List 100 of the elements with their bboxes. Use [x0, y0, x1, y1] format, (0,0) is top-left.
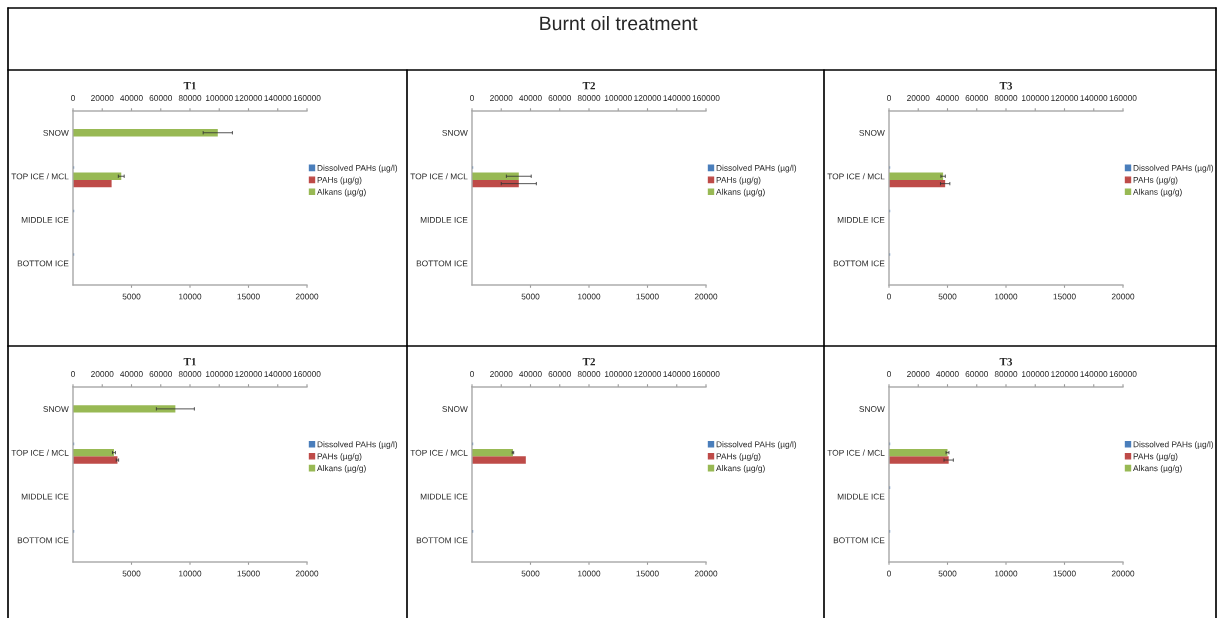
legend-label: PAHs (µg/g)	[716, 453, 761, 461]
y-tick-label: BOTTOM ICE	[416, 260, 468, 267]
y-tick-label: BOTTOM ICE	[17, 537, 69, 544]
y-tick-label: SNOW	[43, 129, 69, 136]
legend-label: PAHs (µg/g)	[1133, 176, 1178, 185]
x2-tick-label: 120000	[634, 371, 662, 378]
x2-tick-label: 20000	[91, 95, 114, 102]
x-tick-label: 5000	[938, 293, 957, 300]
x2-tick-label: 100000	[604, 95, 632, 102]
y-tick-label: BOTTOM ICE	[833, 537, 885, 544]
x2-tick-label: 40000	[936, 95, 959, 102]
x-tick-label: 5000	[521, 293, 540, 300]
x2-tick-label: 0	[71, 95, 75, 102]
x-tick-label: 5000	[521, 570, 540, 577]
x2-tick-label: 100000	[205, 371, 233, 378]
x-tick-label: 5000	[122, 570, 141, 577]
x-tick-label: 10000	[578, 293, 601, 300]
y-tick-label: MIDDLE ICE	[420, 493, 468, 500]
legend-label: Dissolved PAHs (µg/l)	[716, 441, 797, 449]
x2-tick-label: 160000	[1109, 95, 1137, 102]
y-tick-label: BOTTOM ICE	[416, 537, 468, 544]
x2-tick-label: 20000	[490, 95, 513, 102]
x2-tick-label: 60000	[965, 95, 989, 102]
x2-tick-label: 20000	[490, 371, 513, 378]
x-tick-label: 15000	[237, 570, 260, 577]
y-tick-label: BOTTOM ICE	[17, 260, 69, 267]
y-tick-label: MIDDLE ICE	[21, 216, 69, 223]
x-tick-label: 5000	[938, 570, 957, 577]
x2-tick-label: 160000	[293, 371, 321, 378]
x-tick-label: 15000	[1053, 570, 1076, 577]
x2-tick-label: 60000	[149, 371, 173, 378]
x2-tick-label: 100000	[1021, 95, 1049, 102]
x-tick-label: 0	[887, 293, 891, 300]
x-tick-label: 20000	[295, 293, 319, 300]
x2-tick-label: 0	[71, 371, 75, 378]
x2-tick-label: 0	[887, 371, 891, 378]
y-tick-label: SNOW	[43, 406, 69, 412]
x-tick-label: 10000	[179, 293, 202, 300]
x2-tick-label: 120000	[235, 95, 263, 102]
chart-title: T3	[999, 81, 1013, 90]
legend-label: PAHs (µg/g)	[716, 176, 761, 185]
x2-tick-label: 80000	[994, 371, 1018, 378]
x-tick-label: 20000	[1111, 293, 1135, 300]
y-tick-label: BOTTOM ICE	[833, 260, 885, 267]
y-tick-label: MIDDLE ICE	[837, 493, 885, 500]
legend-label: PAHs (µg/g)	[317, 453, 362, 461]
x2-tick-label: 20000	[907, 371, 930, 378]
x2-tick-label: 120000	[634, 95, 662, 102]
x-tick-label: 20000	[295, 570, 319, 577]
x-tick-label: 20000	[694, 570, 718, 577]
x2-tick-label: 140000	[1080, 95, 1108, 102]
x2-tick-label: 160000	[293, 95, 321, 102]
x2-tick-label: 80000	[577, 371, 601, 378]
x2-tick-label: 140000	[264, 95, 292, 102]
x2-tick-label: 0	[470, 95, 474, 102]
chart-title: T3	[999, 357, 1013, 366]
x2-tick-label: 60000	[548, 371, 572, 378]
x2-tick-label: 140000	[663, 371, 691, 378]
x-tick-label: 20000	[694, 293, 718, 300]
x2-tick-label: 100000	[205, 95, 233, 102]
legend-label: Dissolved PAHs (µg/l)	[1133, 441, 1214, 449]
legend-label: Dissolved PAHs (µg/l)	[1133, 164, 1214, 173]
x2-tick-label: 100000	[604, 371, 632, 378]
chart-title: T2	[582, 81, 596, 90]
legend-label: Dissolved PAHs (µg/l)	[317, 164, 398, 173]
x2-tick-label: 160000	[692, 371, 720, 378]
x2-tick-label: 140000	[264, 371, 292, 378]
x2-tick-label: 0	[470, 371, 474, 378]
y-tick-label: MIDDLE ICE	[420, 216, 468, 223]
x-tick-label: 10000	[179, 570, 202, 577]
y-tick-label: TOP ICE / MCL	[11, 449, 69, 456]
x2-tick-label: 140000	[663, 95, 691, 102]
text: Burnt oil treatment	[540, 15, 698, 31]
legend-label: PAHs (µg/g)	[317, 176, 362, 185]
x2-tick-label: 140000	[1080, 371, 1108, 378]
legend-label: Alkans (µg/g)	[317, 465, 366, 473]
x2-tick-label: 60000	[149, 95, 173, 102]
x2-tick-label: 60000	[548, 95, 572, 102]
x2-tick-label: 80000	[577, 95, 601, 102]
x2-tick-label: 80000	[178, 371, 202, 378]
x2-tick-label: 0	[887, 95, 891, 102]
x-tick-label: 15000	[1053, 293, 1076, 300]
x-tick-label: 10000	[995, 293, 1018, 300]
y-tick-label: TOP ICE / MCL	[410, 173, 468, 180]
chart-title: T1	[183, 358, 196, 366]
x2-tick-label: 120000	[1051, 95, 1079, 102]
y-tick-label: SNOW	[442, 129, 468, 136]
x2-tick-label: 80000	[178, 95, 202, 102]
x2-tick-label: 20000	[91, 371, 114, 378]
x2-tick-label: 80000	[994, 95, 1018, 102]
legend-label: Alkans (µg/g)	[1133, 465, 1182, 473]
legend-label: Dissolved PAHs (µg/l)	[317, 441, 398, 449]
chart-title: T1	[183, 82, 196, 90]
x2-tick-label: 100000	[1021, 371, 1049, 378]
x2-tick-label: 20000	[907, 95, 930, 102]
legend-label: Alkans (µg/g)	[716, 188, 765, 197]
chart-title: T2	[582, 357, 596, 366]
x-tick-label: 0	[887, 570, 891, 577]
y-tick-label: MIDDLE ICE	[21, 493, 69, 500]
legend-label: Dissolved PAHs (µg/l)	[716, 164, 797, 173]
